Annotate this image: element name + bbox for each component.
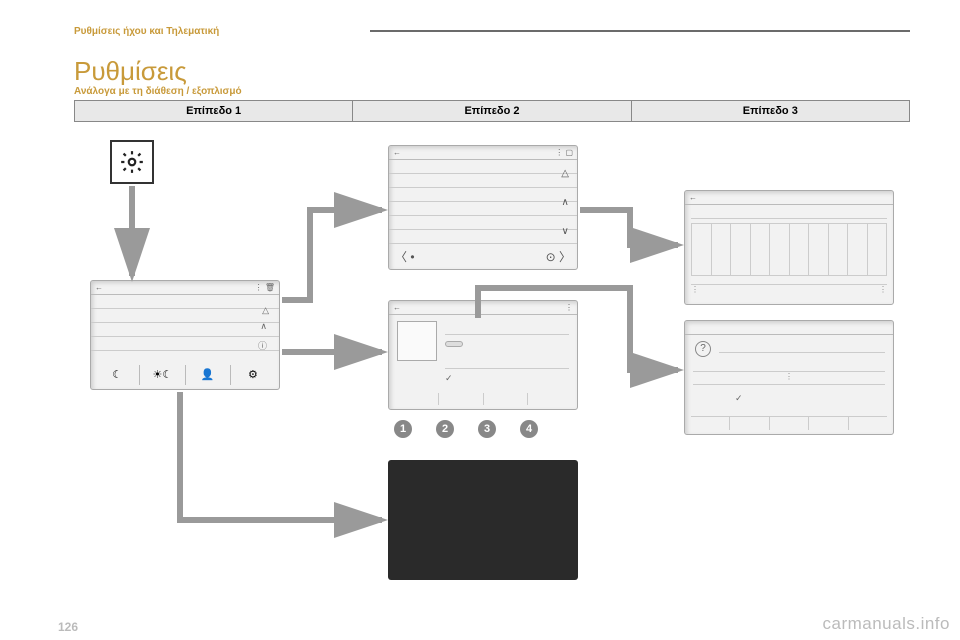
gear-small-icon: ⚙: [231, 365, 275, 385]
settings-gear-box: [110, 140, 154, 184]
breadcrumb: Ρυθμίσεις ήχου και Τηλεματική: [74, 26, 219, 37]
screen-level2a: ←⋮ ▢ △∧∨ 〈 •⊙ 〉: [388, 145, 578, 270]
level-1: Επίπεδο 1: [75, 101, 353, 121]
levels-header: Επίπεδο 1 Επίπεδο 2 Επίπεδο 3: [74, 100, 910, 122]
step-4: 4: [520, 420, 538, 438]
page-subtitle: Ανάλογα με τη διάθεση / εξοπλισμό: [74, 86, 242, 97]
page-number: 126: [58, 620, 78, 634]
screen-level1: ←⋮ 🗑 △ ∧ ⓘ ☾ ☀☾ 👤 ⚙: [90, 280, 280, 390]
top-rule: [370, 30, 910, 32]
watermark: carmanuals.info: [822, 614, 950, 634]
mode-icons: ☾ ☀☾ 👤 ⚙: [95, 365, 275, 385]
page-title: Ρυθμίσεις: [74, 56, 187, 87]
screen-level2b: ←⋮ ✓: [388, 300, 578, 410]
daynight-icon: ☀☾: [140, 365, 185, 385]
step-numbers: 1 2 3 4: [394, 420, 538, 438]
thumbnail-box: [397, 321, 437, 361]
page: Ρυθμίσεις ήχου και Τηλεματική Ρυθμίσεις …: [0, 0, 960, 640]
step-2: 2: [436, 420, 454, 438]
screen-off: [388, 460, 578, 580]
screen-level3a: ← ⋮⋮: [684, 190, 894, 305]
step-1: 1: [394, 420, 412, 438]
step-3: 3: [478, 420, 496, 438]
user-icon: 👤: [186, 365, 231, 385]
screen-level3b: ? ⋮ ✓: [684, 320, 894, 435]
level-2: Επίπεδο 2: [353, 101, 631, 121]
level-3: Επίπεδο 3: [632, 101, 909, 121]
night-icon: ☾: [95, 365, 140, 385]
gear-icon: [119, 149, 145, 175]
help-icon: ?: [695, 341, 711, 357]
